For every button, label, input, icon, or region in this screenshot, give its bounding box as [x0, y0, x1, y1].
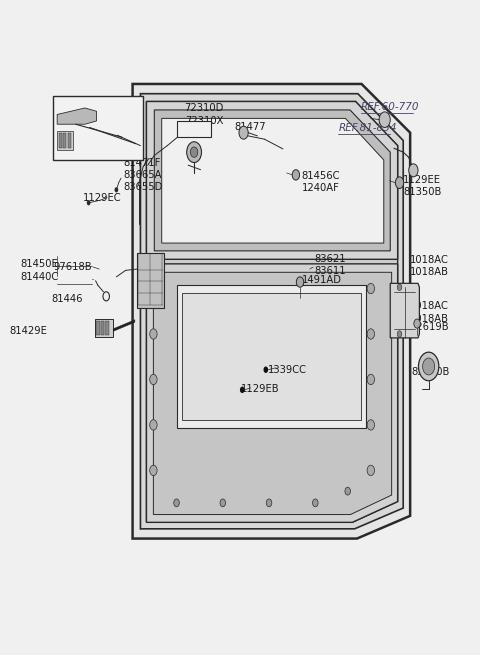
Circle shape: [409, 164, 418, 177]
Circle shape: [419, 352, 439, 381]
Text: 1018AC
1018AB: 1018AC 1018AB: [410, 255, 449, 277]
Text: 83670C
83680F: 83670C 83680F: [56, 133, 95, 155]
Circle shape: [379, 112, 390, 128]
Text: 1339CC: 1339CC: [268, 365, 307, 375]
Circle shape: [240, 386, 244, 393]
Circle shape: [397, 331, 402, 337]
Text: 83665A
83655D: 83665A 83655D: [123, 170, 163, 192]
Bar: [105, 321, 109, 335]
Polygon shape: [146, 102, 397, 259]
Text: 81456C
1240AF: 81456C 1240AF: [301, 171, 340, 193]
Circle shape: [396, 177, 404, 189]
Bar: [52, 96, 143, 160]
Bar: [178, 121, 211, 137]
Text: 72310D
72310X: 72310D 72310X: [185, 103, 224, 126]
Bar: [63, 133, 66, 148]
Polygon shape: [155, 110, 390, 251]
Circle shape: [367, 465, 374, 476]
Polygon shape: [146, 264, 397, 522]
Circle shape: [367, 420, 374, 430]
Polygon shape: [57, 108, 96, 124]
Circle shape: [239, 126, 248, 139]
Circle shape: [150, 465, 157, 476]
Circle shape: [150, 420, 157, 430]
Text: 1129EE
81350B: 1129EE 81350B: [403, 175, 442, 197]
Polygon shape: [146, 102, 397, 522]
Text: 83610B: 83610B: [412, 367, 450, 377]
Circle shape: [87, 200, 91, 206]
Text: 81471F: 81471F: [123, 158, 160, 168]
Text: 1018AC
1018AB: 1018AC 1018AB: [410, 301, 449, 324]
Circle shape: [187, 141, 202, 162]
Circle shape: [296, 277, 304, 288]
Text: 83660
83650: 83660 83650: [101, 110, 132, 132]
Text: 1491AD: 1491AD: [301, 275, 341, 285]
Text: 1129EC: 1129EC: [83, 193, 122, 203]
Circle shape: [115, 187, 118, 193]
Circle shape: [220, 499, 226, 507]
Circle shape: [367, 284, 374, 293]
Text: 83621
83611: 83621 83611: [314, 254, 346, 276]
Polygon shape: [162, 119, 384, 243]
Circle shape: [191, 147, 198, 157]
Text: 1129EB: 1129EB: [240, 384, 279, 394]
Bar: [137, 253, 164, 308]
Circle shape: [367, 329, 374, 339]
Bar: [68, 133, 71, 148]
Circle shape: [174, 499, 180, 507]
Circle shape: [345, 487, 350, 495]
Text: 81458: 81458: [180, 129, 211, 139]
Circle shape: [414, 319, 420, 328]
Text: REF.81-834: REF.81-834: [338, 122, 397, 133]
Polygon shape: [390, 284, 420, 338]
Polygon shape: [113, 320, 135, 331]
Bar: [57, 131, 73, 150]
Polygon shape: [132, 84, 410, 538]
Circle shape: [150, 329, 157, 339]
Bar: [59, 133, 62, 148]
Circle shape: [422, 358, 435, 375]
Circle shape: [266, 499, 272, 507]
Bar: [96, 321, 100, 335]
Circle shape: [150, 284, 157, 293]
Bar: [101, 321, 104, 335]
Text: 97618B: 97618B: [54, 262, 92, 272]
Circle shape: [292, 170, 300, 180]
Polygon shape: [141, 94, 403, 529]
Text: 81477: 81477: [235, 122, 266, 132]
Circle shape: [264, 366, 268, 373]
Circle shape: [367, 374, 374, 384]
Text: 82619B: 82619B: [410, 322, 449, 332]
Circle shape: [150, 374, 157, 384]
Circle shape: [312, 499, 318, 507]
Circle shape: [397, 284, 402, 290]
Polygon shape: [154, 272, 392, 515]
Text: 81450E
81440C: 81450E 81440C: [20, 259, 59, 282]
Text: 81446: 81446: [51, 294, 83, 304]
Text: REF.60-770: REF.60-770: [360, 102, 419, 112]
Polygon shape: [182, 293, 360, 421]
Bar: [95, 319, 113, 337]
Polygon shape: [177, 286, 366, 428]
Text: 81429E: 81429E: [9, 326, 47, 336]
